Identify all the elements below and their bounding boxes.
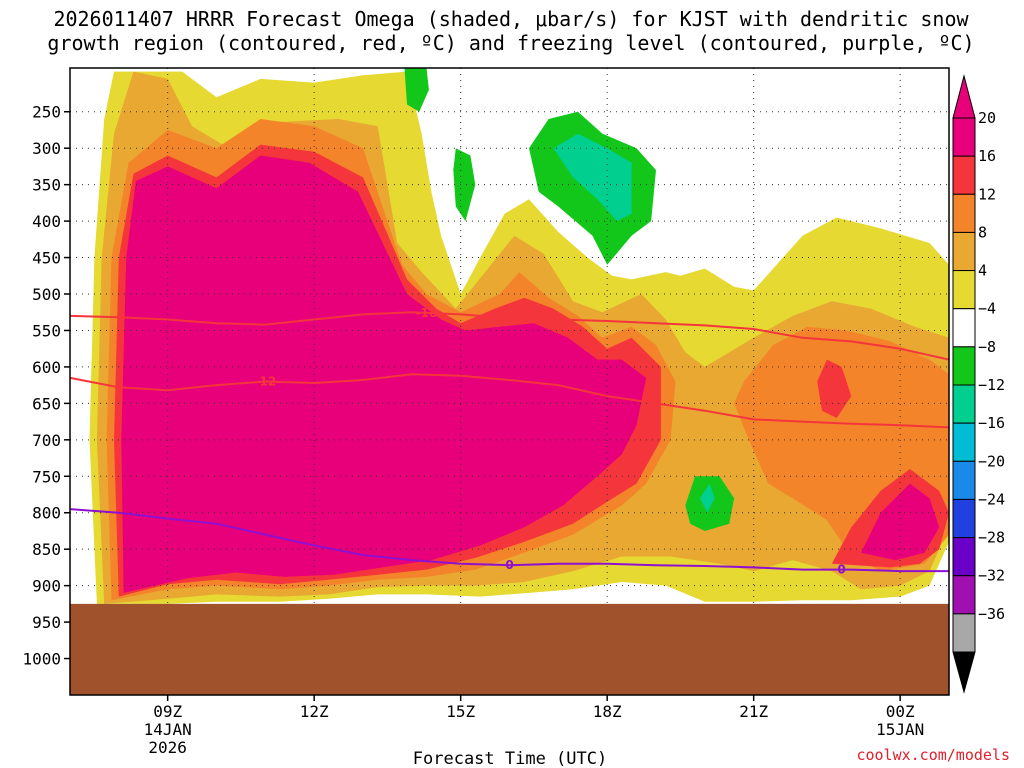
colorbar-label-3: 8 [978, 223, 987, 241]
colorbar-swatch-2 [952, 193, 976, 233]
y-tick-label-750: 750 [32, 467, 61, 486]
y-tick-label-350: 350 [32, 176, 61, 195]
omega-region-10 [453, 148, 476, 222]
omega-shading [89, 68, 949, 604]
colorbar-swatch-5 [952, 308, 976, 348]
temperature-contours: -18 -12 0 0 [70, 306, 949, 577]
x-tick-label-18Z: 18Z [593, 702, 622, 721]
y-tick-label-400: 400 [32, 212, 61, 231]
y-tick-label-300: 300 [32, 139, 61, 158]
y-tick-label-650: 650 [32, 394, 61, 413]
y-tick-label-600: 600 [32, 358, 61, 377]
colorbar: 20 16 12 8 4 −4 −8 −12 −16 −20 −24 −28 −32 −36 [952, 74, 1005, 694]
omega-region-8 [861, 483, 940, 561]
x-axis-label: Forecast Time (UTC) [413, 749, 607, 768]
contour-label-0-0: -18 [416, 306, 438, 320]
y-axis-ticks: 250 300 350 400 450 500 550 600 650 700 750 800 850 9… [22, 103, 70, 669]
y-tick-label-450: 450 [32, 249, 61, 268]
colorbar-swatch-9 [952, 460, 976, 500]
omega-region-5 [817, 359, 852, 418]
colorbar-label-1: 16 [978, 147, 996, 165]
contour-label-2-1: 0 [837, 563, 845, 577]
colorbar-swatch-7 [952, 384, 976, 424]
y-tick-label-1000: 1000 [22, 650, 61, 669]
ground-layer [70, 603, 949, 695]
colorbar-swatch-12 [952, 575, 976, 615]
colorbar-label-7: −12 [978, 376, 1005, 394]
omega-region-12 [553, 133, 632, 222]
credit-text: coolwx.com/models [856, 746, 1010, 764]
colorbar-label-9: −20 [978, 452, 1005, 470]
y-tick-label-500: 500 [32, 285, 61, 304]
x-tick-label-00Z: 00Z [886, 702, 915, 721]
colorbar-label-11: −28 [978, 529, 1005, 547]
grid-lines [70, 68, 949, 604]
colorbar-top-arrow [952, 74, 976, 119]
colorbar-bottom-arrow [952, 651, 976, 694]
contour-line-2 [70, 508, 949, 573]
contour-line-0 [70, 311, 949, 361]
colorbar-label-5: −4 [978, 300, 996, 318]
colorbar-swatch-1 [952, 155, 976, 195]
colorbar-swatch-11 [952, 537, 976, 577]
y-tick-label-900: 900 [32, 577, 61, 596]
x-tick-label-15Z: 15Z [446, 702, 475, 721]
omega-region-7 [121, 155, 647, 593]
contour-label-2-0: 0 [505, 558, 513, 572]
contour-line-1 [70, 373, 949, 429]
colorbar-swatch-13 [952, 613, 976, 653]
colorbar-swatch-3 [952, 231, 976, 272]
y-tick-label-800: 800 [32, 504, 61, 523]
x-tick-label-12Z: 12Z [300, 702, 329, 721]
plot-frame [69, 67, 950, 696]
x-tick-date-00Z: 15JAN [876, 720, 924, 739]
colorbar-label-0: 20 [978, 109, 996, 127]
contour-label-1-0: -12 [254, 375, 276, 389]
colorbar-label-13: −36 [978, 605, 1005, 623]
colorbar-swatch-0 [952, 117, 976, 157]
colorbar-label-10: −24 [978, 490, 1005, 508]
colorbar-label-12: −32 [978, 567, 1005, 585]
colorbar-swatch-6 [952, 346, 976, 386]
colorbar-label-4: 4 [978, 262, 987, 280]
y-tick-label-550: 550 [32, 321, 61, 340]
ground-fill [70, 603, 949, 695]
x-tick-year-09Z: 2026 [148, 738, 187, 757]
y-tick-label-950: 950 [32, 613, 61, 632]
x-tick-label-09Z: 09Z [153, 702, 182, 721]
colorbar-swatch-8 [952, 422, 976, 462]
colorbar-label-8: −16 [978, 414, 1005, 432]
omega-region-9 [404, 68, 429, 112]
y-tick-label-250: 250 [32, 103, 61, 122]
omega-region-14 [699, 483, 715, 513]
x-tick-label-21Z: 21Z [739, 702, 768, 721]
y-tick-label-850: 850 [32, 540, 61, 559]
x-tick-date-09Z: 14JAN [144, 720, 192, 739]
chart-title-line2: growth region (contoured, red, ºC) and f… [47, 31, 974, 55]
colorbar-label-2: 12 [978, 185, 996, 203]
colorbar-swatch-10 [952, 498, 976, 539]
y-tick-label-700: 700 [32, 431, 61, 450]
colorbar-label-6: −8 [978, 338, 996, 356]
chart-title-line1: 2026011407 HRRR Forecast Omega (shaded, … [53, 7, 969, 31]
colorbar-swatch-4 [952, 270, 976, 310]
